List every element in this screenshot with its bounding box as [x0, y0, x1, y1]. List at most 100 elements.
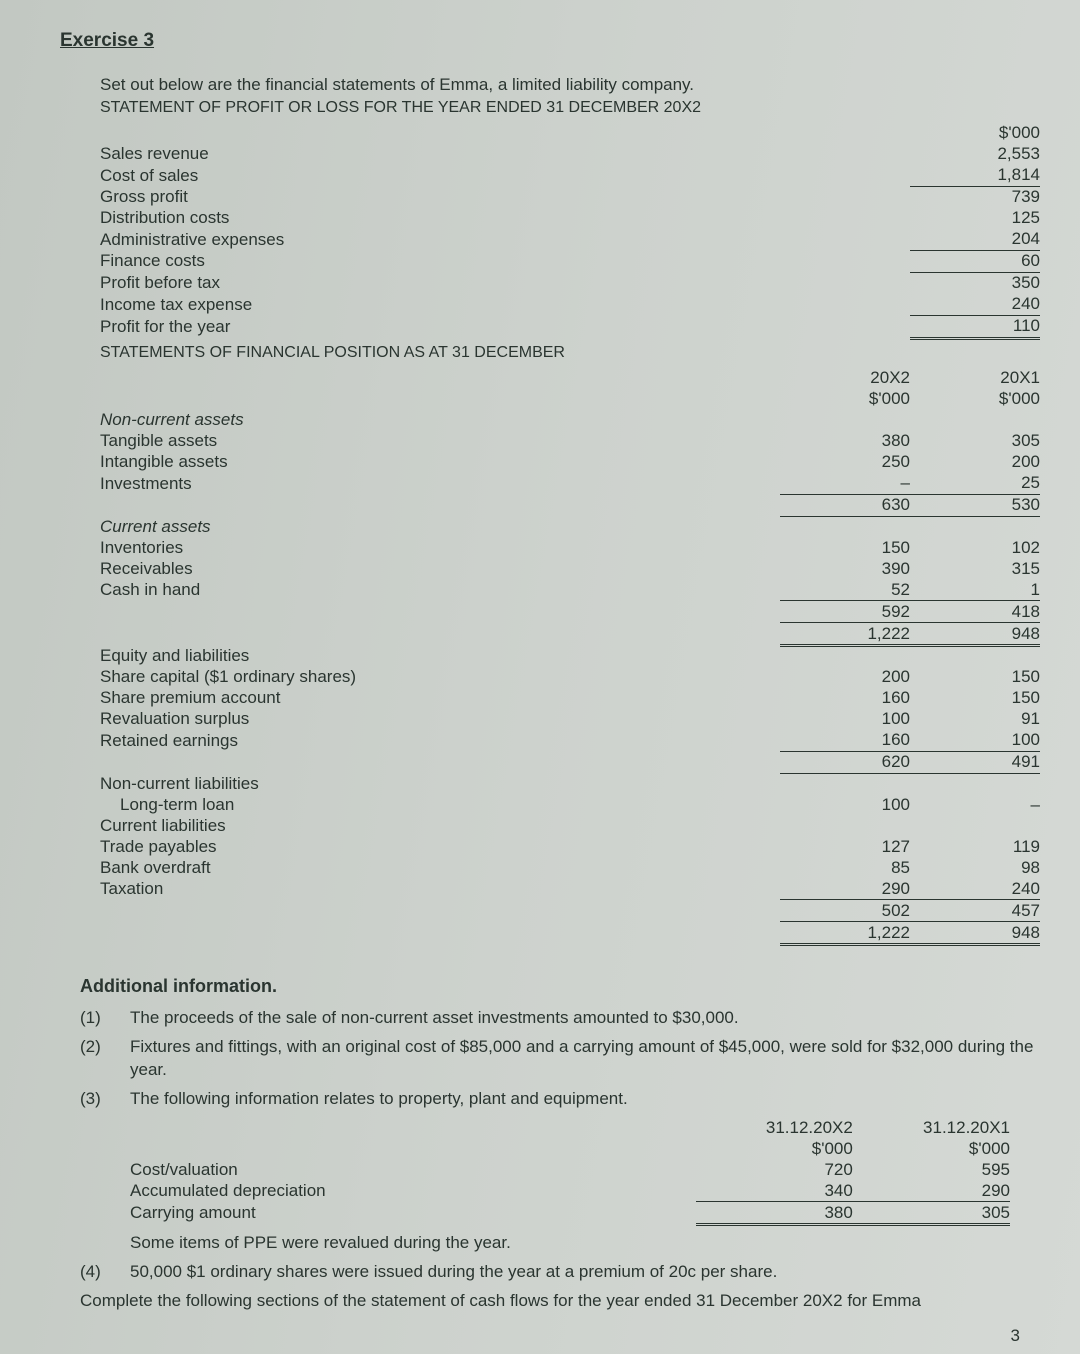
row-label: Profit for the year	[100, 315, 780, 338]
row-label: Administrative expenses	[100, 229, 780, 251]
note-number: (1)	[80, 1007, 130, 1030]
row-value: 290	[853, 1180, 1010, 1202]
exercise-title: Exercise 3	[60, 30, 1040, 52]
row-label: Distribution costs	[100, 208, 780, 229]
total: 1,222	[780, 623, 910, 646]
section-heading: Current assets	[100, 516, 780, 537]
row-label: Sales revenue	[100, 144, 780, 165]
row-value: 290	[780, 878, 910, 900]
row-value: 125	[910, 208, 1040, 229]
row-label: Income tax expense	[100, 294, 780, 316]
total: 1,222	[780, 922, 910, 945]
page-number: 3	[1011, 1326, 1020, 1346]
col-header: 20X1	[910, 368, 1040, 389]
row-label: Cost/valuation	[130, 1159, 696, 1180]
note-text: Fixtures and fittings, with an original …	[130, 1036, 1040, 1082]
row-label: Retained earnings	[100, 730, 780, 752]
row-value: 305	[910, 431, 1040, 452]
row-value: 102	[910, 537, 1040, 558]
subtotal: 530	[910, 494, 1040, 516]
note-text: 50,000 $1 ordinary shares were issued du…	[130, 1261, 1040, 1284]
row-value: 100	[910, 730, 1040, 752]
row-label: Share capital ($1 ordinary shares)	[100, 667, 780, 688]
row-value: 340	[696, 1180, 853, 1202]
subtotal: 418	[910, 601, 1040, 623]
row-value: 1,814	[910, 165, 1040, 187]
row-value: 160	[780, 730, 910, 752]
note-subtext: Some items of PPE were revalued during t…	[130, 1232, 1040, 1255]
subtotal: 457	[910, 900, 1040, 922]
profit-loss-table: $'000 Sales revenue 2,553 Cost of sales 1,…	[100, 123, 1040, 340]
col-header-unit: $'000	[696, 1138, 853, 1159]
row-value: 390	[780, 558, 910, 579]
row-label: Investments	[100, 473, 780, 495]
row-value: 25	[910, 473, 1040, 495]
section-heading: Non-current assets	[100, 410, 780, 431]
pl-statement-title: STATEMENT OF PROFIT OR LOSS FOR THE YEAR…	[100, 99, 1040, 117]
row-label: Taxation	[100, 878, 780, 900]
section-heading: Equity and liabilities	[100, 646, 780, 667]
row-label: Long-term loan	[100, 794, 780, 815]
row-value: 52	[780, 579, 910, 601]
row-value: 91	[910, 709, 1040, 730]
row-label: Share premium account	[100, 688, 780, 709]
row-label: Cash in hand	[100, 579, 780, 601]
pl-col-header: $'000	[910, 123, 1040, 144]
subtotal: 592	[780, 601, 910, 623]
section-heading: Non-current liabilities	[100, 773, 780, 794]
col-header-unit: $'000	[780, 389, 910, 410]
row-label: Bank overdraft	[100, 857, 780, 878]
row-value: 2,553	[910, 144, 1040, 165]
note-number: (3)	[80, 1088, 130, 1111]
row-label: Finance costs	[100, 250, 780, 272]
additional-info-heading: Additional information.	[80, 976, 1040, 997]
row-value: 100	[780, 794, 910, 815]
row-label: Cost of sales	[100, 165, 780, 187]
row-value: 315	[910, 558, 1040, 579]
note-text: The proceeds of the sale of non-current …	[130, 1007, 1040, 1030]
subtotal: 630	[780, 494, 910, 516]
row-label: Intangible assets	[100, 452, 780, 473]
row-value: 150	[910, 688, 1040, 709]
row-value: 150	[910, 667, 1040, 688]
col-header-unit: $'000	[853, 1138, 1010, 1159]
row-value: 240	[910, 878, 1040, 900]
row-label: Accumulated depreciation	[130, 1180, 696, 1202]
row-value: 380	[696, 1202, 853, 1225]
row-value: 160	[780, 688, 910, 709]
task-instruction: Complete the following sections of the s…	[80, 1290, 1040, 1313]
row-value: 380	[780, 431, 910, 452]
row-value: 200	[780, 667, 910, 688]
col-header: 31.12.20X1	[853, 1117, 1010, 1138]
row-value: –	[910, 794, 1040, 815]
row-value: 1	[910, 579, 1040, 601]
total: 948	[910, 623, 1040, 646]
section-heading: Current liabilities	[100, 815, 780, 836]
subtotal: 491	[910, 751, 1040, 773]
ppe-table: 31.12.20X231.12.20X1 $'000$'000 Cost/val…	[130, 1117, 1010, 1226]
row-value: 200	[910, 452, 1040, 473]
row-label: Inventories	[100, 537, 780, 558]
row-value: 150	[780, 537, 910, 558]
subtotal: 620	[780, 751, 910, 773]
row-value: 250	[780, 452, 910, 473]
col-header-unit: $'000	[910, 389, 1040, 410]
row-value: 98	[910, 857, 1040, 878]
row-label: Profit before tax	[100, 272, 780, 294]
row-value: 119	[910, 836, 1040, 857]
row-label: Trade payables	[100, 836, 780, 857]
intro-text: Set out below are the financial statemen…	[100, 74, 1040, 97]
row-value: 60	[910, 250, 1040, 272]
row-label: Tangible assets	[100, 431, 780, 452]
row-value: 240	[910, 294, 1040, 316]
row-value: 305	[853, 1202, 1010, 1225]
row-value: 720	[696, 1159, 853, 1180]
col-header: 31.12.20X2	[696, 1117, 853, 1138]
total: 948	[910, 922, 1040, 945]
col-header: 20X2	[780, 368, 910, 389]
row-value: 110	[910, 315, 1040, 338]
row-label: Revaluation surplus	[100, 709, 780, 730]
row-label: Gross profit	[100, 186, 780, 208]
row-value: 204	[910, 229, 1040, 251]
note-number: (4)	[80, 1261, 130, 1284]
